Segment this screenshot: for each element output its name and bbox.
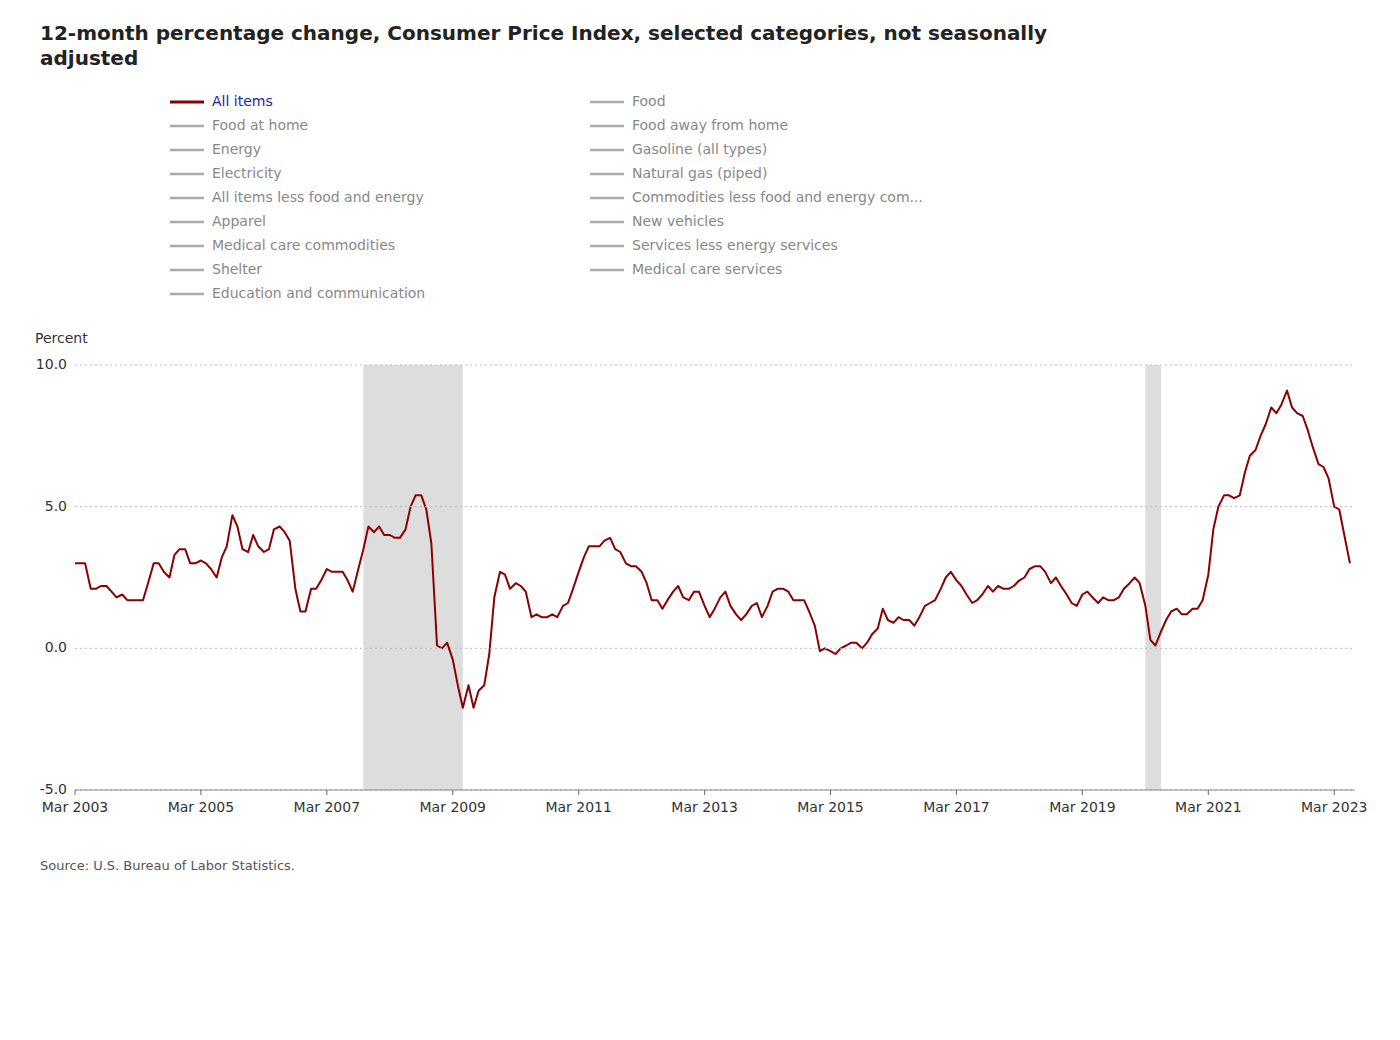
legend-swatch	[170, 197, 204, 200]
grid-line	[75, 365, 1355, 366]
legend-label: Natural gas (piped)	[632, 165, 767, 181]
legend-label: Shelter	[212, 261, 262, 277]
y-tick-label: 5.0	[45, 498, 67, 514]
plot-area	[75, 365, 1350, 790]
legend-swatch	[170, 221, 204, 224]
title-line: adjusted	[40, 46, 138, 70]
legend-swatch	[170, 125, 204, 128]
legend-label: All items less food and energy	[212, 189, 424, 205]
legend-swatch	[170, 269, 204, 272]
legend-label: Education and communication	[212, 285, 425, 301]
x-tick	[578, 790, 579, 795]
legend-label: Apparel	[212, 213, 266, 229]
legend-label: Food away from home	[632, 117, 788, 133]
recession-band	[363, 365, 462, 790]
legend: All items Food at home Energy Electricity Al…	[170, 93, 923, 301]
y-tick-label: 0.0	[45, 639, 67, 655]
x-tick	[1208, 790, 1209, 795]
legend-swatch	[170, 101, 204, 104]
legend-swatch	[170, 293, 204, 296]
x-tick	[326, 790, 327, 795]
legend-swatch	[590, 221, 624, 224]
legend-label: All items	[212, 93, 273, 109]
x-tick-label: Mar 2013	[671, 799, 738, 815]
x-tick-label: Mar 2003	[42, 799, 109, 815]
grid-line	[75, 506, 1355, 507]
legend-swatch	[170, 149, 204, 152]
x-tick	[1334, 790, 1335, 795]
x-tick	[830, 790, 831, 795]
y-grid	[75, 365, 1355, 790]
x-axis-line	[75, 790, 1355, 791]
chart: 12-month percentage change, Consumer Pri…	[0, 0, 1400, 1040]
x-tick-label: Mar 2023	[1301, 799, 1368, 815]
legend-label: Services less energy services	[632, 237, 838, 253]
legend-label: Food at home	[212, 117, 308, 133]
x-tick-label: Mar 2015	[797, 799, 864, 815]
grid-line	[75, 648, 1355, 649]
y-tick-label: -5.0	[40, 781, 67, 797]
x-tick	[1082, 790, 1083, 795]
legend-swatch	[170, 245, 204, 248]
legend-swatch	[590, 149, 624, 152]
y-axis-label: Percent	[35, 330, 88, 346]
legend-swatch	[590, 269, 624, 272]
grid-line	[75, 790, 1355, 791]
x-tick-label: Mar 2011	[545, 799, 612, 815]
title-line: 12-month percentage change, Consumer Pri…	[40, 21, 1047, 45]
x-tick	[704, 790, 705, 795]
x-tick	[75, 790, 76, 795]
recession-band	[1145, 365, 1161, 790]
x-tick-label: Mar 2019	[1049, 799, 1116, 815]
series-line	[75, 391, 1350, 708]
background	[0, 0, 1400, 1040]
legend-swatch	[590, 125, 624, 128]
legend-label: Energy	[212, 141, 261, 157]
legend-swatch	[170, 173, 204, 176]
legend-label: Gasoline (all types)	[632, 141, 767, 157]
legend-swatch	[590, 173, 624, 176]
x-tick-label: Mar 2017	[923, 799, 990, 815]
legend-label: Medical care services	[632, 261, 782, 277]
x-tick	[956, 790, 957, 795]
legend-swatch	[590, 245, 624, 248]
x-tick-label: Mar 2005	[168, 799, 235, 815]
x-tick	[452, 790, 453, 795]
y-tick-label: 10.0	[36, 356, 67, 372]
legend-swatch	[590, 197, 624, 200]
x-tick-label: Mar 2009	[420, 799, 487, 815]
x-tick	[200, 790, 201, 795]
legend-label: Food	[632, 93, 666, 109]
legend-label: Medical care commodities	[212, 237, 395, 253]
legend-swatch	[590, 101, 624, 104]
legend-label: Commodities less food and energy com...	[632, 189, 923, 205]
source: Source: U.S. Bureau of Labor Statistics.	[40, 858, 295, 873]
legend-label: New vehicles	[632, 213, 724, 229]
x-tick-label: Mar 2007	[294, 799, 361, 815]
legend-label: Electricity	[212, 165, 282, 181]
x-tick-label: Mar 2021	[1175, 799, 1242, 815]
title: 12-month percentage change, Consumer Pri…	[40, 21, 1047, 70]
